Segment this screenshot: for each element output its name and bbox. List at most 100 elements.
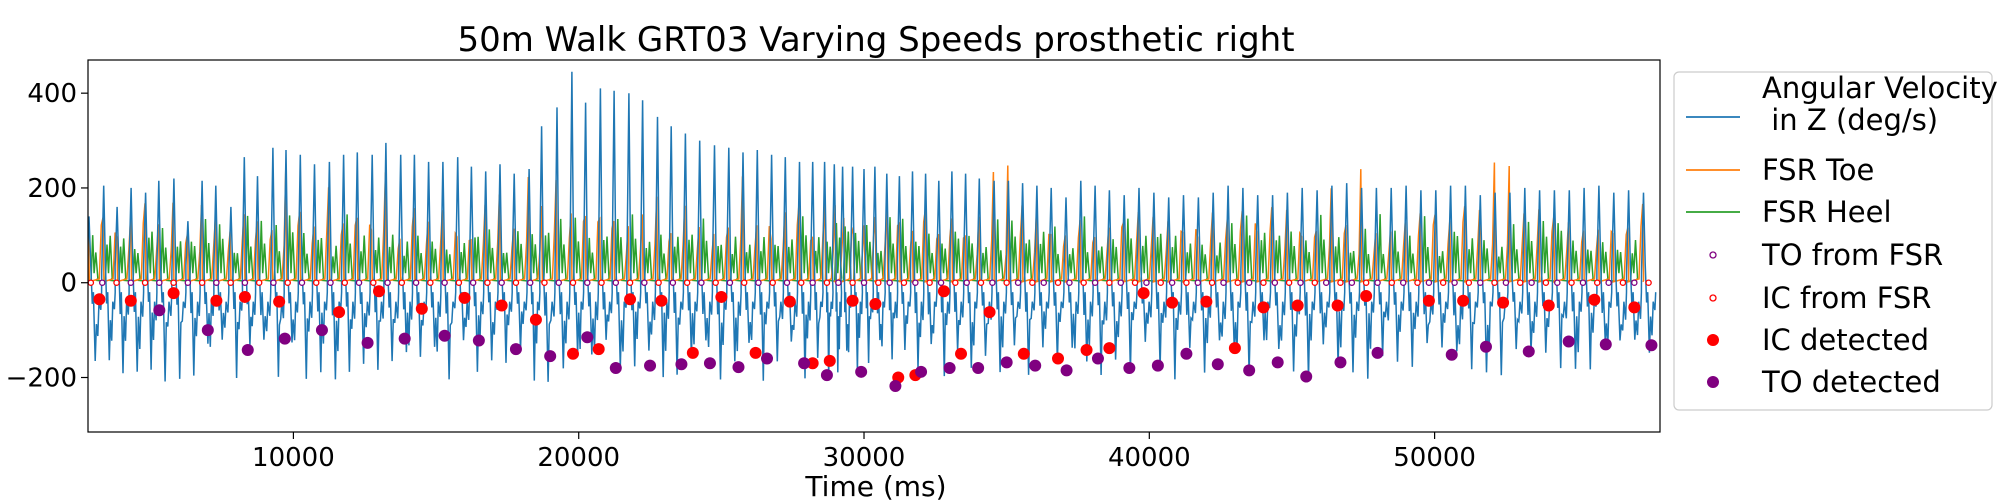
ic-from-fsr-point xyxy=(1465,279,1473,286)
ic-from-fsr-point xyxy=(683,279,691,286)
to-from-fsr-point xyxy=(1168,279,1176,286)
ic-detected-point xyxy=(686,346,699,359)
legend-label: Angular Velocity in Z (deg/s) xyxy=(1762,71,1998,137)
legend-label: IC detected xyxy=(1762,323,1929,357)
ic-detected-point xyxy=(1200,295,1213,308)
ic-detected-point xyxy=(869,298,882,311)
plot-frame xyxy=(87,59,1661,433)
to-detected-point xyxy=(1151,359,1164,372)
to-from-fsr-point xyxy=(213,279,220,286)
ic-detected-point xyxy=(624,293,637,306)
ic-detected-point xyxy=(937,285,950,298)
ic-from-fsr-point xyxy=(1362,279,1370,286)
x-tick-label: 50000 xyxy=(1393,443,1476,473)
to-detected-point xyxy=(1445,348,1458,361)
ic-from-fsr-point xyxy=(398,279,406,286)
to-from-fsr-point xyxy=(669,279,677,286)
to-from-fsr-point xyxy=(989,279,996,286)
ic-detected-point xyxy=(1542,299,1555,312)
ic-from-fsr-point xyxy=(141,279,149,286)
to-from-fsr-point xyxy=(1040,279,1048,286)
ic-from-fsr-point xyxy=(484,279,491,286)
ic-detected-point xyxy=(983,306,996,319)
ic-detected-point xyxy=(1331,299,1344,312)
to-from-fsr-point xyxy=(355,279,363,286)
to-detected-point xyxy=(1371,346,1384,359)
to-from-fsr-point xyxy=(1502,279,1510,286)
to-detected-point xyxy=(798,357,811,370)
to-from-fsr-point xyxy=(184,279,192,286)
to-detected-point xyxy=(1211,358,1224,371)
to-detected-point xyxy=(609,362,622,375)
ic-from-fsr-point xyxy=(1645,279,1652,286)
to-from-fsr-point xyxy=(1425,279,1433,286)
to-detected-point xyxy=(361,336,374,349)
to-detected-point xyxy=(675,358,688,371)
to-from-fsr-point xyxy=(441,279,448,286)
to-detected-point xyxy=(1091,352,1104,365)
to-from-fsr-point xyxy=(726,279,734,286)
ic-detected-point xyxy=(1497,296,1510,309)
ic-from-fsr-point xyxy=(1106,279,1113,286)
ic-detected-point xyxy=(1080,344,1093,357)
ic-from-fsr-point xyxy=(655,279,662,286)
to-from-fsr-point xyxy=(412,279,420,286)
to-from-fsr-point xyxy=(1579,279,1587,286)
legend-entry: TO detected xyxy=(1707,365,1941,399)
legend-entry: IC detected xyxy=(1707,323,1929,357)
to-from-fsr-point xyxy=(555,279,562,286)
to-detected-point xyxy=(820,369,833,382)
to-from-fsr-point xyxy=(912,279,919,286)
to-detected-point xyxy=(1522,345,1535,358)
ic-from-fsr-point xyxy=(1593,279,1601,286)
to-detected-point xyxy=(278,332,291,345)
legend-entry: TO from FSR xyxy=(1709,238,1943,272)
ic-from-fsr-point xyxy=(569,279,577,286)
ic-from-fsr-point xyxy=(1131,279,1139,286)
ic-detected-point xyxy=(592,343,605,356)
ic-from-fsr-point xyxy=(227,279,234,286)
ic-from-fsr-point xyxy=(1157,279,1164,286)
to-from-fsr-point xyxy=(1014,279,1022,286)
to-from-fsr-point xyxy=(641,279,648,286)
ic-from-fsr-point xyxy=(1003,279,1010,286)
ic-detected-point xyxy=(273,295,286,308)
to-detected-point xyxy=(1029,359,1042,372)
to-from-fsr-point xyxy=(1297,279,1304,286)
ic-from-fsr-point xyxy=(427,279,434,286)
y-axis: −200 0 200 400 xyxy=(6,79,88,394)
ic-detected-point xyxy=(846,294,859,307)
ic-detected-point xyxy=(458,291,471,304)
to-from-fsr-point xyxy=(1528,279,1535,286)
to-detected-point xyxy=(732,361,745,374)
to-detected-point xyxy=(1645,339,1658,352)
ic-from-fsr-point xyxy=(284,279,291,286)
ic-detected-point xyxy=(823,354,836,367)
ic-from-fsr-point xyxy=(1619,279,1627,286)
x-tick-label: 10000 xyxy=(252,443,335,473)
legend-entry: FSR Toe xyxy=(1686,153,1874,187)
legend-label: IC from FSR xyxy=(1762,281,1931,315)
to-detected-point xyxy=(889,380,902,393)
to-from-fsr-point xyxy=(270,279,277,286)
x-axis-label: Time (ms) xyxy=(804,470,946,500)
to-from-fsr-point xyxy=(1631,279,1638,286)
to-from-fsr-point xyxy=(755,279,762,286)
ic-from-fsr-point xyxy=(598,279,605,286)
ic-from-fsr-point xyxy=(875,279,882,286)
ic-from-fsr-point xyxy=(1029,279,1036,286)
to-from-fsr-point xyxy=(937,279,945,286)
ic-detected-point xyxy=(749,346,762,359)
ic-detected-point xyxy=(124,294,137,307)
legend-entry: IC from FSR xyxy=(1709,281,1931,315)
ic-from-fsr-point xyxy=(1183,279,1190,286)
ic-from-fsr-point xyxy=(170,279,177,286)
ic-from-fsr-point xyxy=(1516,279,1524,286)
ic-from-fsr-point xyxy=(1491,279,1498,286)
to-detected-point xyxy=(1599,338,1612,351)
to-from-fsr-point xyxy=(1322,279,1330,286)
to-detected-point xyxy=(153,304,166,317)
legend-box xyxy=(1673,71,1993,411)
ic-from-fsr-point xyxy=(849,279,856,286)
ic-detected-point xyxy=(1257,301,1270,314)
